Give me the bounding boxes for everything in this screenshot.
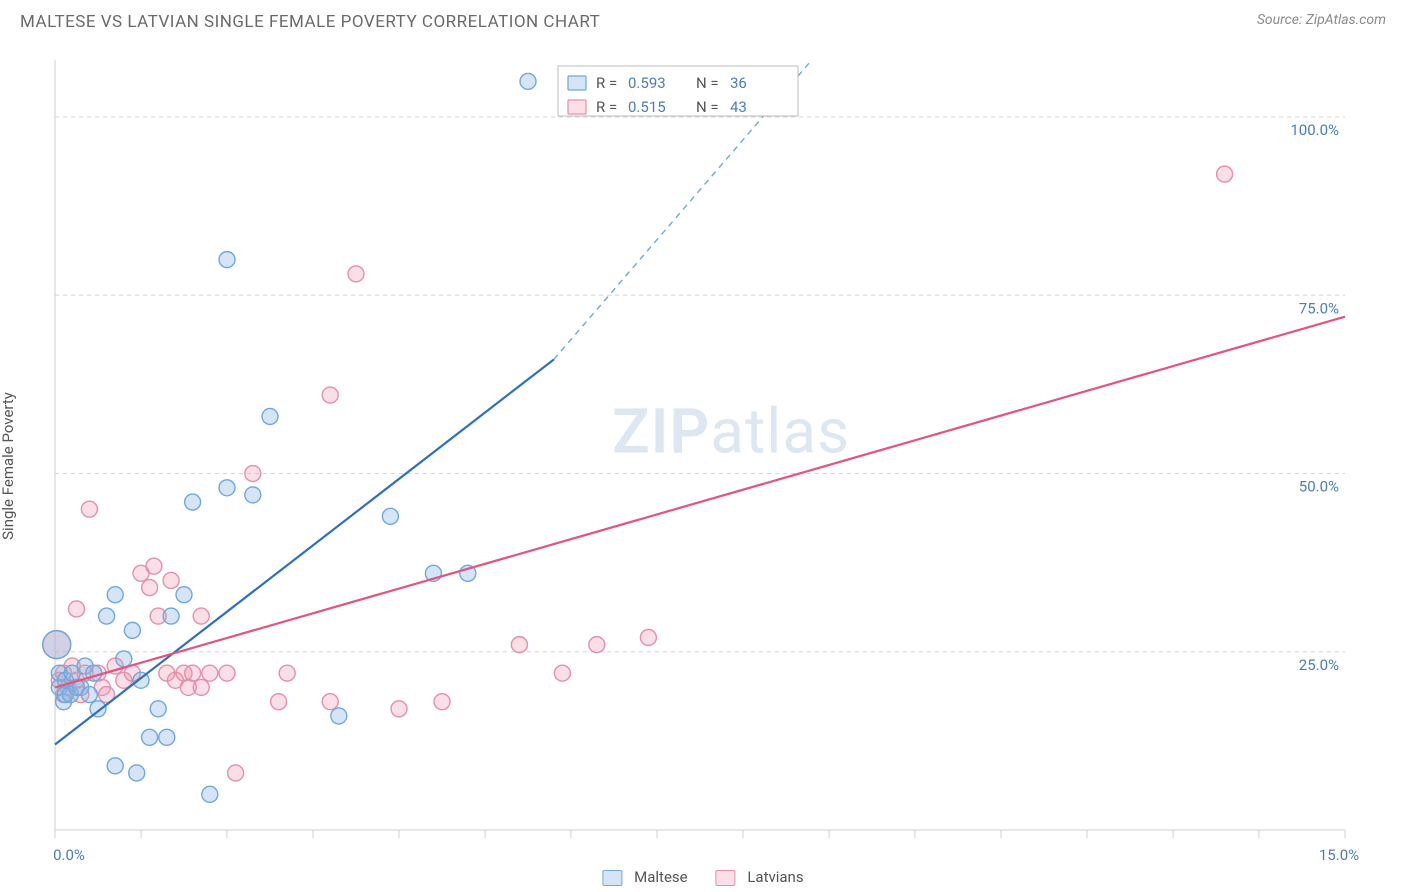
legend-label-latvians: Latvians — [747, 868, 803, 886]
svg-text:N =: N = — [696, 98, 719, 116]
chart-svg: 25.0% 50.0% 75.0% 100.0% 0.0% 15.0% R = 0.593 N … — [0, 40, 1406, 892]
chart-title: MALTESE VS LATVIAN SINGLE FEMALE POVERTY… — [20, 12, 600, 32]
legend-item-maltese: Maltese — [602, 868, 687, 886]
svg-text:50.0%: 50.0% — [1299, 478, 1339, 496]
chart-header: MALTESE VS LATVIAN SINGLE FEMALE POVERTY… — [0, 0, 1406, 36]
legend-swatch-latvians — [716, 870, 736, 886]
svg-text:25.0%: 25.0% — [1299, 656, 1339, 674]
svg-text:43: 43 — [730, 98, 747, 116]
y-axis-label: Single Female Poverty — [0, 392, 17, 540]
svg-text:36: 36 — [730, 74, 747, 92]
svg-text:0.515: 0.515 — [628, 98, 666, 116]
legend-item-latvians: Latvians — [716, 868, 804, 886]
svg-text:75.0%: 75.0% — [1299, 299, 1339, 317]
legend-label-maltese: Maltese — [634, 868, 687, 886]
svg-text:15.0%: 15.0% — [1319, 846, 1359, 864]
svg-text:R =: R = — [596, 74, 617, 92]
svg-text:N =: N = — [696, 74, 719, 92]
svg-text:100.0%: 100.0% — [1290, 121, 1339, 139]
svg-text:0.593: 0.593 — [628, 74, 666, 92]
legend-swatch-maltese — [602, 870, 622, 886]
bottom-legend: Maltese Latvians — [602, 868, 803, 886]
svg-text:R =: R = — [596, 98, 617, 116]
svg-text:0.0%: 0.0% — [53, 846, 85, 864]
chart-source: Source: ZipAtlas.com — [1257, 12, 1386, 28]
chart-area: Single Female Poverty ZIPatlas 25.0%50.0… — [0, 40, 1406, 892]
